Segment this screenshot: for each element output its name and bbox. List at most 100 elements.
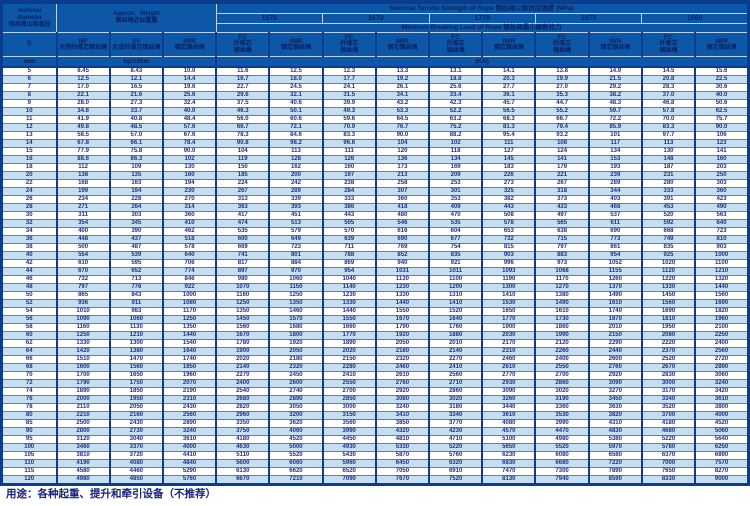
value-cell: 7000 [640, 459, 696, 468]
value-cell: 318 [534, 187, 589, 196]
value-cell: 773 [587, 235, 642, 244]
value-cell: 2680 [215, 395, 270, 404]
value-cell: 2050 [108, 403, 163, 412]
value-cell: 1770 [321, 331, 376, 340]
value-cell: 592 [640, 219, 696, 228]
table-row: 58 1160 1130 1350 1560 1680 1660 1790 1760 1900 18… [1, 323, 749, 332]
value-cell: 36.1 [481, 91, 536, 100]
value-cell: 49.8 [55, 123, 110, 132]
col-header-fc-1570: FC 纤维芯 钢丝绳 [215, 32, 270, 57]
value-cell: 846 [161, 275, 217, 284]
value-cell: 595 [108, 259, 163, 268]
value-cell: 1450 [215, 315, 270, 324]
value-cell: 1100 [694, 259, 749, 268]
value-cell: 797 [534, 243, 589, 252]
value-cell: 470 [428, 211, 483, 220]
value-cell: 3560 [321, 419, 376, 428]
value-cell: 6520 [321, 467, 376, 476]
usage-note: 用途：各种起重、提升和牵引设备（不推荐） [0, 486, 750, 503]
value-cell: 2180 [268, 355, 323, 364]
value-cell: 56.5 [481, 107, 536, 116]
value-cell: 4470 [534, 427, 589, 436]
value-cell: 19.2 [374, 75, 430, 84]
value-cell: 75.2 [428, 123, 483, 132]
value-cell: 32.4 [161, 99, 217, 108]
value-cell: 5640 [694, 435, 749, 444]
value-cell: 314 [161, 203, 217, 212]
value-cell: 1900 [215, 347, 270, 356]
value-cell: 145 [481, 155, 536, 164]
value-cell: 76.7 [374, 123, 430, 132]
value-cell: 43.2 [374, 99, 430, 108]
value-cell: 616 [374, 227, 430, 236]
value-cell: 40.8 [108, 115, 163, 124]
nominal-diameter-header: nominal diameter 钢丝绳公称直径 [1, 2, 57, 33]
value-cell: 1250 [268, 291, 323, 300]
value-cell: 124 [534, 147, 589, 156]
diameter-cell: 105 [1, 451, 57, 460]
value-cell: 28.3 [640, 83, 696, 92]
wire-rope-spec-table: nominal diameter 钢丝绳公称直径 Approx．Weight 钢… [0, 0, 750, 486]
value-cell: 869 [321, 259, 376, 268]
value-cell: 113 [268, 147, 323, 156]
diameter-cell: 24 [1, 187, 57, 196]
value-cell: 104 [374, 139, 430, 148]
diameter-cell: 85 [1, 419, 57, 428]
value-cell: 48.3 [587, 99, 642, 108]
value-cell: 2170 [481, 339, 536, 348]
value-cell: 4980 [55, 475, 110, 485]
value-cell: 16.7 [215, 75, 270, 84]
value-cell: 79.4 [534, 123, 589, 132]
table-row: 38 500 487 578 669 723 711 769 754 815 797 861 835 90… [1, 243, 749, 252]
value-cell: 70.0 [640, 115, 696, 124]
value-cell: 311 [55, 211, 110, 220]
value-cell: 4310 [587, 419, 642, 428]
value-cell: 59.6 [321, 115, 376, 124]
value-cell: 2290 [587, 339, 642, 348]
value-cell: 670 [55, 267, 110, 276]
value-cell: 32.1 [268, 91, 323, 100]
value-cell: 653 [481, 227, 536, 236]
value-cell: 37.5 [215, 99, 270, 108]
value-cell: 1570 [268, 315, 323, 324]
value-cell: 1052 [587, 259, 642, 268]
value-cell: 2720 [694, 355, 749, 364]
value-cell: 1600 [55, 363, 110, 372]
value-cell: 141 [534, 155, 589, 164]
value-cell: 996 [481, 259, 536, 268]
value-cell: 754 [428, 243, 483, 252]
value-cell: 267 [215, 187, 270, 196]
value-cell: 66.1 [108, 139, 163, 148]
value-cell: 732 [55, 275, 110, 284]
value-cell: 2770 [481, 371, 536, 380]
value-cell: 3610 [694, 395, 749, 404]
unit-kn: (KN) [215, 56, 749, 68]
value-cell: 75.8 [108, 147, 163, 156]
value-cell: 3460 [55, 443, 110, 452]
value-cell: 4180 [640, 419, 696, 428]
value-cell: 5650 [481, 443, 536, 452]
value-cell: 50.1 [268, 107, 323, 116]
value-cell: 669 [215, 243, 270, 252]
value-cell: 443 [321, 211, 376, 220]
value-cell: 652 [108, 267, 163, 276]
col-header-fc-1960: FC 纤维芯 钢丝绳 [640, 32, 696, 57]
table-row: 28 271 264 314 363 393 386 418 409 443 433 468 453 49… [1, 203, 749, 212]
value-cell: 21.6 [108, 91, 163, 100]
value-cell: 3340 [640, 395, 696, 404]
value-cell: 56.0 [215, 115, 270, 124]
value-cell: 3800 [694, 403, 749, 412]
value-cell: 1950 [640, 323, 696, 332]
value-cell: 66.7 [534, 115, 589, 124]
value-cell: 224 [215, 179, 270, 188]
value-cell: 4850 [108, 475, 163, 485]
diameter-cell: 64 [1, 347, 57, 356]
value-cell: 5110 [215, 451, 270, 460]
breaking-load-title: Minimun Breaking Load of Rope 钢丝绳最小破断拉力 [216, 23, 749, 33]
value-cell: 242 [268, 179, 323, 188]
col-header-iwr-1670: IWR 钢芯钢丝绳 [374, 32, 430, 57]
value-cell: 1230 [321, 291, 376, 300]
value-cell: 554 [55, 251, 110, 260]
value-cell: 5000 [268, 443, 323, 452]
col-header-fc-1870: FC 纤维芯 钢丝绳 [534, 32, 589, 57]
